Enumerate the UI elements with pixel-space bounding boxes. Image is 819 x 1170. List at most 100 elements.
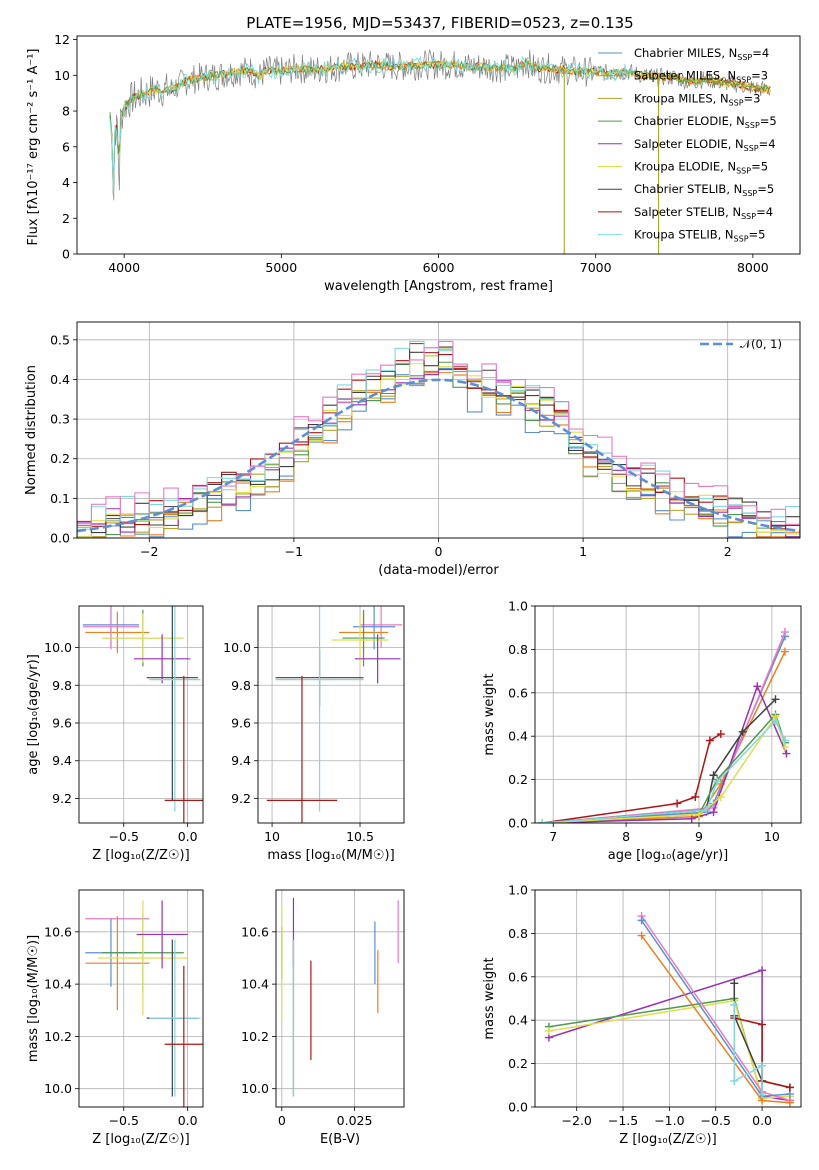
x-tick-label: 8	[622, 829, 630, 844]
mass-weight-point-marker	[702, 805, 711, 814]
y-tick-label: 0.0	[50, 531, 70, 546]
y-tick-label: 0.6	[508, 969, 528, 984]
legend-entry: Chabrier STELIB, NSSP=5	[634, 182, 774, 198]
residual-histogram-step	[77, 346, 800, 538]
age-vs-metallicity-panel: −0.5 0.0 9.2 9.4 9.6 9.8 10.0 Z [log₁₀(Z/Z☉)] ag…	[26, 605, 204, 863]
legend-subscript: SSP	[734, 235, 749, 244]
x-tick-label: −0.5	[109, 829, 139, 844]
x-tick-label: 6000	[423, 260, 455, 275]
legend-text: Salpeter ELODIE, N	[634, 137, 744, 151]
legend-subscript: SSP	[744, 144, 759, 153]
mass-weight-point-marker	[771, 717, 780, 726]
y-tick-label: 10.0	[223, 640, 251, 655]
x-axis-label: mass [log₁₀(M/M☉)]	[267, 848, 394, 863]
plot-area	[538, 628, 791, 823]
legend-value: =4	[752, 46, 769, 60]
grid-lines	[79, 890, 203, 1107]
mass-weight-point-marker	[691, 792, 700, 801]
y-axis-label: Flux [fλ10⁻¹⁷ erg cm⁻² s⁻¹ A⁻¹]	[26, 49, 41, 246]
plot-area	[85, 900, 203, 1107]
y-tick-label: 8	[62, 104, 70, 119]
y-tick-label: 9.8	[52, 678, 72, 693]
mass-weight-vs-metallicity-panel: −2.0 −1.5 −1.0 −0.5 0.0 0.0 0.2 0.4 0.6 0.8 1.0 Z […	[482, 883, 802, 1147]
mass-weight-series-line	[733, 1005, 763, 1094]
y-tick-label: 10.0	[241, 1081, 269, 1096]
mass-weight-point-marker	[687, 814, 696, 823]
mass-weight-point-marker	[709, 808, 718, 817]
y-tick-label: 9.8	[231, 678, 251, 693]
y-tick-label: 0	[62, 247, 70, 262]
legend-entry: Salpeter ELODIE, NSSP=4	[634, 137, 776, 153]
x-tick-label: 10	[264, 829, 280, 844]
x-tick-label: 7	[549, 829, 557, 844]
x-tick-label: 9	[695, 829, 703, 844]
legend-value: =4	[759, 137, 776, 151]
plot-area	[109, 49, 771, 254]
legend-subscript: SSP	[736, 167, 751, 176]
residual-histogram-step	[77, 340, 800, 538]
x-tick-label: 8000	[737, 260, 769, 275]
mass-weight-point-marker	[538, 819, 547, 823]
legend-text: Salpeter MILES, N	[634, 69, 736, 83]
y-axis-label: mass [log₁₀(M/M☉)]	[26, 935, 41, 1062]
legend-value: =4	[756, 205, 773, 219]
y-tick-label: 2	[62, 211, 70, 226]
axes-frame	[76, 35, 801, 255]
axes-frame	[534, 889, 802, 1108]
legend-entry: Salpeter STELIB, NSSP=4	[634, 205, 773, 221]
y-tick-label: 0.5	[50, 332, 70, 347]
x-tick-label: 10.5	[346, 829, 374, 844]
legend-text: Salpeter STELIB, N	[634, 205, 741, 219]
mass-weight-point-marker	[758, 1089, 767, 1098]
y-tick-label: 12	[54, 32, 70, 47]
mass-weight-point-marker	[730, 1076, 739, 1085]
figure-title: PLATE=1956, MJD=53437, FIBERID=0523, z=0…	[246, 14, 633, 32]
legend-text: Kroupa ELODIE, N	[634, 160, 736, 174]
mass-weight-point-marker	[758, 966, 767, 975]
legend-value: =3	[744, 91, 761, 105]
x-tick-label: −0.5	[109, 1113, 139, 1128]
mass-weight-point-marker	[782, 749, 791, 758]
legend-value: =5	[760, 114, 777, 128]
legend-text: Chabrier ELODIE, N	[634, 114, 745, 128]
legend-value: =5	[749, 228, 766, 242]
y-tick-label: 1.0	[508, 599, 528, 614]
mass-weight-point-marker	[771, 695, 780, 704]
mass-weight-point-marker	[716, 792, 725, 801]
legend-subscript: SSP	[736, 76, 751, 85]
x-tick-label: −0.5	[701, 1113, 731, 1128]
mass-weight-point-marker	[780, 647, 789, 656]
legend-value: =5	[757, 182, 774, 196]
legend-subscript: SSP	[742, 189, 757, 198]
x-tick-label: 5000	[265, 260, 297, 275]
mass-weight-series-line	[734, 1017, 791, 1089]
legend-subscript: SSP	[741, 212, 756, 221]
y-tick-label: 0.2	[508, 772, 528, 787]
spectrum-panel: 4000 5000 6000 7000 8000 0 2 4 6 8 10 12 wavelength …	[26, 32, 801, 294]
y-tick-label: 9.6	[52, 715, 72, 730]
axes-frame	[275, 889, 405, 1108]
mass-weight-point-marker	[709, 771, 718, 780]
y-tick-label: 0.6	[508, 685, 528, 700]
y-tick-label: 10.2	[241, 1029, 269, 1044]
plot-area	[266, 606, 403, 823]
mass-weight-point-marker	[780, 736, 789, 745]
legend-value: =3	[751, 69, 768, 83]
x-tick-label: 0.0	[178, 1113, 198, 1128]
x-axis-label: age [log₁₀(age/yr)]	[608, 848, 729, 863]
x-axis-label: wavelength [Angstrom, rest frame]	[324, 279, 553, 294]
y-tick-label: 0.8	[508, 926, 528, 941]
observed-spectrum-line	[109, 49, 771, 201]
y-axis-label: age [log₁₀(age/yr)]	[26, 654, 41, 775]
y-tick-label: 0.0	[508, 816, 528, 831]
legend-entry: Salpeter MILES, NSSP=3	[634, 69, 768, 85]
y-tick-label: 0.1	[50, 491, 70, 506]
x-tick-label: 7000	[580, 260, 612, 275]
y-tick-label: 10.0	[44, 640, 72, 655]
y-tick-label: 0.3	[50, 412, 70, 427]
mass-weight-point-marker	[758, 1020, 767, 1029]
x-axis-label: Z [log₁₀(Z/Z☉)]	[619, 1132, 716, 1147]
mass-weight-point-marker	[758, 1061, 767, 1070]
legend-text: Kroupa MILES, N	[634, 91, 729, 105]
y-tick-label: 0.4	[50, 372, 70, 387]
